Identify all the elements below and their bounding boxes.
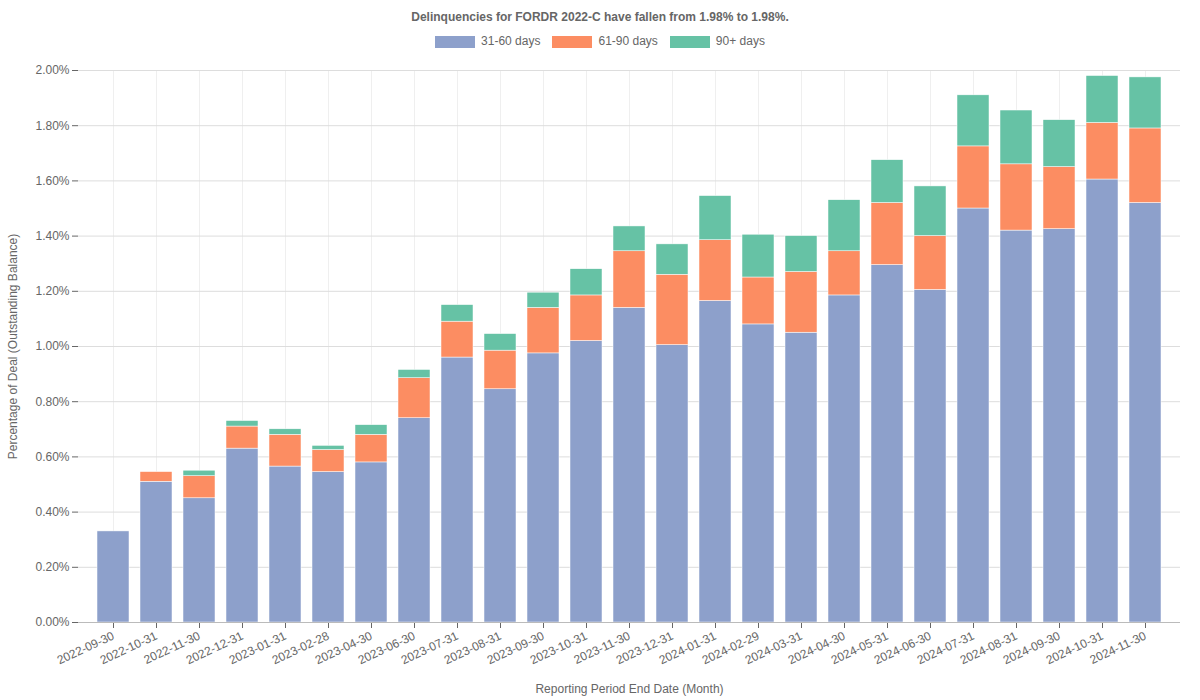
- svg-text:2023-06-30: 2023-06-30: [355, 628, 418, 668]
- svg-text:2023-04-30: 2023-04-30: [312, 628, 375, 668]
- svg-text:2024-11-30: 2024-11-30: [1088, 629, 1149, 667]
- svg-text:2.00%: 2.00%: [35, 63, 69, 77]
- svg-text:1.60%: 1.60%: [35, 174, 69, 188]
- svg-text:2024-06-30: 2024-06-30: [871, 628, 934, 668]
- svg-text:2024-01-31: 2024-01-31: [656, 628, 719, 668]
- svg-text:2024-10-31: 2024-10-31: [1043, 628, 1106, 668]
- svg-text:2024-03-31: 2024-03-31: [742, 628, 805, 668]
- svg-text:2022-09-30: 2022-09-30: [54, 628, 117, 668]
- svg-text:2022-12-31: 2022-12-31: [183, 628, 246, 668]
- svg-text:0.00%: 0.00%: [35, 615, 69, 629]
- svg-text:2024-09-30: 2024-09-30: [1000, 628, 1063, 668]
- svg-text:0.20%: 0.20%: [35, 560, 69, 574]
- svg-text:2024-02-29: 2024-02-29: [699, 628, 762, 668]
- svg-text:2023-07-31: 2023-07-31: [398, 628, 461, 668]
- svg-text:2023-08-31: 2023-08-31: [441, 628, 504, 668]
- svg-text:2022-10-31: 2022-10-31: [97, 628, 160, 668]
- html-text:90+ days: 90+ days: [715, 34, 765, 48]
- svg-text:0.80%: 0.80%: [35, 395, 69, 409]
- svg-text:2023-12-31: 2023-12-31: [613, 628, 676, 668]
- svg-text:1.40%: 1.40%: [35, 229, 69, 243]
- svg-text:2024-08-31: 2024-08-31: [957, 628, 1020, 668]
- svg-text:2023-10-31: 2023-10-31: [527, 628, 590, 668]
- html-text:31-60 days: 31-60 days: [481, 34, 541, 48]
- svg-text:0.60%: 0.60%: [35, 450, 69, 464]
- svg-text:2023-09-30: 2023-09-30: [484, 628, 547, 668]
- html-text:61-90 days: 61-90 days: [598, 34, 658, 48]
- svg-text:1.20%: 1.20%: [35, 284, 69, 298]
- svg-text:2024-05-31: 2024-05-31: [828, 628, 891, 668]
- svg-text:2023-02-28: 2023-02-28: [269, 628, 332, 668]
- svg-text:0.40%: 0.40%: [35, 505, 69, 519]
- html-text:Delinquencies for FORDR 2022-C: Delinquencies for FORDR 2022-C have fall…: [411, 10, 789, 24]
- svg-text:2022-11-30: 2022-11-30: [141, 628, 203, 667]
- svg-text:Percentage of Deal (Outstandin: Percentage of Deal (Outstanding Balance): [6, 234, 20, 459]
- svg-text:2024-07-31: 2024-07-31: [914, 628, 977, 668]
- svg-text:1.80%: 1.80%: [35, 119, 69, 133]
- svg-text:2023-11-30: 2023-11-30: [571, 628, 633, 667]
- svg-text:2023-01-31: 2023-01-31: [226, 628, 289, 668]
- svg-text:2024-04-30: 2024-04-30: [785, 628, 848, 668]
- svg-text:1.00%: 1.00%: [35, 339, 69, 353]
- svg-text:Reporting Period End Date (Mon: Reporting Period End Date (Month): [535, 682, 723, 696]
